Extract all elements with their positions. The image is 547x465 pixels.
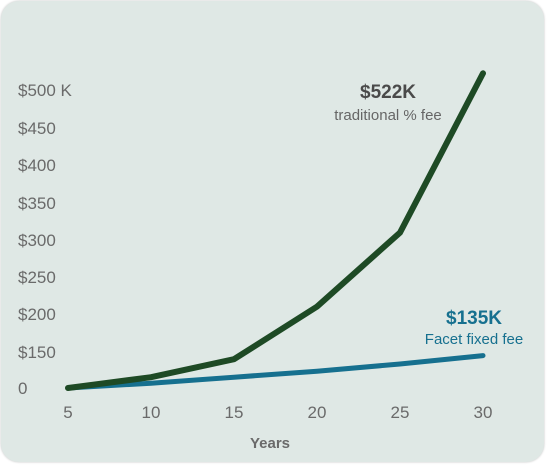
- annotation-facet-value: $135K: [446, 308, 502, 329]
- y-tick-label: $400: [18, 156, 56, 175]
- x-tick-label: 30: [474, 403, 493, 422]
- annotation-facet-label: Facet fixed fee: [425, 331, 523, 348]
- y-tick-label: $200: [18, 305, 56, 324]
- x-axis-ticks: 5 10 15 20 25 30: [63, 403, 492, 422]
- x-tick-label: 10: [142, 403, 161, 422]
- y-tick-label: $250: [18, 268, 56, 287]
- x-tick-label: 20: [308, 403, 327, 422]
- series-line-traditional: [65, 70, 486, 391]
- annotation-traditional-label: traditional % fee: [334, 107, 442, 124]
- y-tick-label: $150: [18, 343, 56, 362]
- y-tick-label: $300: [18, 231, 56, 250]
- series-layer: [65, 70, 486, 391]
- x-tick-label: 5: [63, 403, 72, 422]
- y-tick-label: $500 K: [18, 81, 73, 100]
- y-tick-label: 0: [18, 379, 27, 398]
- series-line-facet: [65, 353, 486, 391]
- y-tick-label: $350: [18, 194, 56, 213]
- y-tick-label: $450: [18, 119, 56, 138]
- x-axis-title: Years: [250, 435, 290, 452]
- x-tick-label: 25: [391, 403, 410, 422]
- y-axis-ticks: 0 $150 $200 $250 $300 $350 $400 $450 $500 K: [18, 81, 73, 398]
- x-tick-label: 15: [225, 403, 244, 422]
- annotation-traditional-value: $522K: [360, 82, 416, 103]
